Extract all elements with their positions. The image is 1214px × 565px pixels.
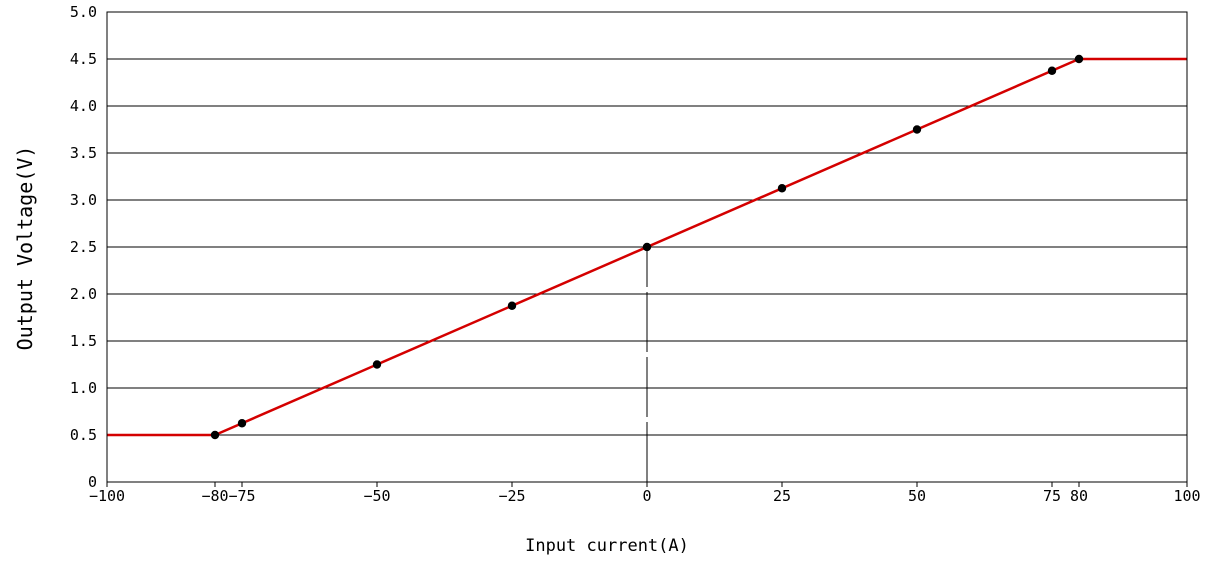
data-point [1047,66,1057,75]
data-point [1074,54,1084,64]
y-tick-label: 2.0 [70,285,97,303]
x-tick-label: 25 [773,487,791,505]
y-tick-label: 3.0 [70,191,97,209]
y-tick-label: 3.5 [70,144,97,162]
y-tick-label: 0 [88,473,97,491]
y-tick-label: 4.5 [70,50,97,68]
x-tick-label: −75 [228,487,255,505]
y-tick-label: 1.0 [70,379,97,397]
y-tick-label: 1.5 [70,332,97,350]
data-point [237,419,247,428]
y-axis-ticks: 0 0.5 1.0 1.5 2.0 2.5 3.0 3.5 4.0 4.5 5.0 [70,3,97,491]
data-point [912,125,922,134]
y-tick-label: 4.0 [70,97,97,115]
data-point [507,301,517,310]
x-tick-label: 100 [1173,487,1200,505]
x-tick-label: −50 [363,487,390,505]
x-tick-label: 50 [908,487,926,505]
x-tick-label: −100 [89,487,125,505]
data-point [210,430,220,440]
y-tick-label: 2.5 [70,238,97,256]
x-axis-ticks: −100 −80 −75 −50 −25 0 25 50 75 80 100 [89,482,1201,505]
x-tick-label: 80 [1070,487,1088,505]
x-tick-label: −80 [201,487,228,505]
x-tick-label: 75 [1043,487,1061,505]
x-tick-label: 0 [642,487,651,505]
data-point [372,360,382,369]
y-tick-label: 0.5 [70,426,97,444]
data-point [777,184,787,193]
marker-layer [210,54,1084,440]
x-axis-title: Input current(A) [525,536,689,556]
y-tick-label: 5.0 [70,3,97,21]
x-tick-label: −25 [498,487,525,505]
y-axis-title: Output Voltage(V) [13,146,37,351]
data-point [642,242,652,252]
